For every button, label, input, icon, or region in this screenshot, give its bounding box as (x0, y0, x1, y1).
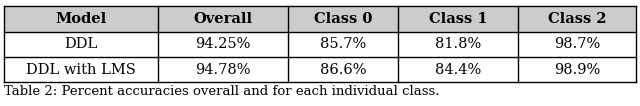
Text: Class 2: Class 2 (548, 12, 606, 26)
Text: 85.7%: 85.7% (320, 38, 366, 52)
Text: DDL with LMS: DDL with LMS (26, 63, 136, 77)
Text: Class 1: Class 1 (429, 12, 487, 26)
Text: Model: Model (56, 12, 107, 26)
Bar (4, 6, 636, 32)
Text: 86.6%: 86.6% (320, 63, 366, 77)
Text: 98.9%: 98.9% (554, 63, 600, 77)
Text: Table 2: Percent accuracies overall and for each individual class.: Table 2: Percent accuracies overall and … (4, 85, 440, 98)
Text: DDL: DDL (65, 38, 98, 52)
Text: 94.25%: 94.25% (195, 38, 251, 52)
Text: 94.78%: 94.78% (195, 63, 251, 77)
Text: Class 0: Class 0 (314, 12, 372, 26)
Text: 98.7%: 98.7% (554, 38, 600, 52)
Text: 84.4%: 84.4% (435, 63, 481, 77)
Text: 81.8%: 81.8% (435, 38, 481, 52)
Text: Overall: Overall (193, 12, 253, 26)
